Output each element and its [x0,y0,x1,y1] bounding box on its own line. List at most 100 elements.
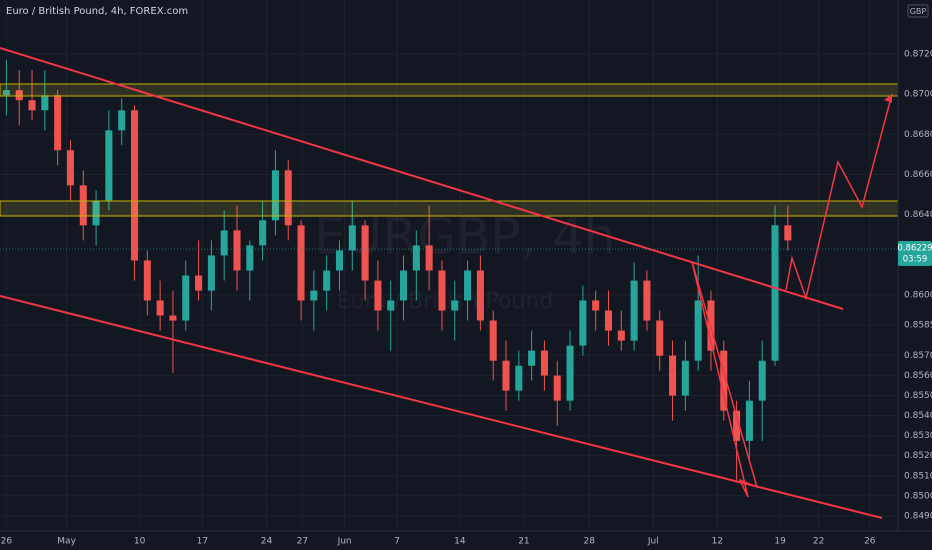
candle-body [681,360,689,396]
candle-body [28,100,36,111]
x-tick-label: 17 [197,537,208,547]
x-tick-label: 21 [518,537,529,547]
chart-title: Euro / British Pound, 4h, FOREX.com [6,6,188,17]
candle-body [310,290,318,301]
candle-body [758,360,766,401]
candle-body [15,90,23,101]
y-tick-label: 0.85200 [904,451,932,461]
candle-body [669,355,677,396]
projection-arrow [884,94,892,103]
x-tick-label: 24 [261,537,273,547]
candle-body [540,350,548,376]
candle-body [733,410,741,441]
channel-top [0,47,844,310]
candle-body [92,200,100,226]
x-tick-label: 22 [813,537,824,547]
candle-body [284,170,292,226]
candle-body [630,280,638,341]
candle-body [771,225,779,361]
candle-body [489,320,497,361]
candle-body [156,300,164,316]
y-tick-label: 0.85500 [904,391,932,401]
currency-box [907,4,929,18]
candle-body [720,350,728,411]
candle-body [246,245,254,271]
candle-body [592,300,600,311]
candle-body [361,225,369,281]
y-tick-label: 0.85600 [904,371,932,381]
candle-body [195,275,203,291]
candle-body [143,260,151,301]
candle-body [41,95,49,111]
candle-body [553,375,561,401]
candle-body [745,400,753,441]
candle-body [297,225,305,301]
candle-body [400,270,408,301]
channel-bottom [0,295,883,519]
last-price-box [898,241,932,267]
ticks: 0.87200 0.87000 0.86800 0.86600 0.86400 0.860… [1,50,932,547]
candle-body [438,270,446,311]
candle-body [643,280,651,321]
price-axis [898,0,932,550]
projection-path [785,93,893,301]
candle-body [694,300,702,361]
y-tick-label: 0.86800 [904,130,932,140]
candle-body [656,320,664,356]
candle-body [515,365,523,391]
candle-body [259,220,267,246]
candle-body [784,225,792,241]
currency: GBP [910,7,927,16]
countdown: 03:59 [903,255,928,265]
drawings [0,47,899,519]
candles [2,60,792,481]
candle-body [323,270,331,291]
candle-body [169,315,177,321]
candle-body [220,230,228,256]
candle-body [528,350,536,366]
candle-body [2,90,10,96]
x-tick-label: Jun [337,537,352,547]
candle-body [579,300,587,346]
candle-body [348,225,356,251]
x-tick-label: 27 [297,537,308,547]
candle-body [335,250,343,271]
resistance-zone [0,200,899,217]
x-tick-label: 10 [134,537,146,547]
y-tick-label: 0.85000 [904,491,932,501]
wedge [691,261,759,498]
candle-body [387,300,395,311]
candle-body [464,270,472,301]
y-tick-label: 0.86400 [904,210,932,220]
candle-body [233,230,241,271]
candle-body [105,130,113,201]
candle-body [118,110,126,131]
y-tick-label: 0.87200 [904,50,932,60]
candle-body [566,345,574,401]
candle-body [451,300,459,311]
y-tick-label: 0.84900 [904,511,932,521]
y-tick-label: 0.85850 [904,321,932,331]
y-tick-label: 0.85300 [904,431,932,441]
time-axis [0,531,932,550]
x-tick-label: Jul [647,537,659,547]
y-tick-label: 0.86600 [904,170,932,180]
candle-body [66,150,74,186]
candle-body [207,255,215,291]
last-price-label: 0.86229 [897,244,932,254]
candle-body [79,185,87,226]
x-tick-label: 26 [864,537,876,547]
candle-body [374,280,382,311]
x-tick-label: 19 [774,537,786,547]
candle-body [182,275,190,321]
candle-body [617,330,625,341]
candle-body [476,270,484,321]
x-tick-label: May [57,537,76,547]
x-tick-label: 12 [712,537,723,547]
y-tick-label: 0.85400 [904,411,932,421]
y-tick-label: 0.85700 [904,351,932,361]
candle-body [412,245,420,271]
